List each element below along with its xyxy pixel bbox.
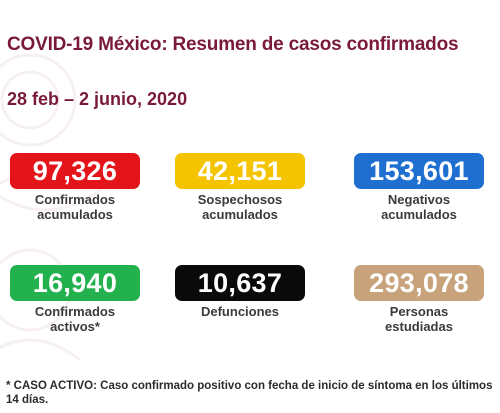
stat-card-personas-estudiadas: 293,078 Personas estudiadas [354, 265, 484, 334]
stat-card-negativos-acumulados: 153,601 Negativos acumulados [354, 153, 484, 222]
stat-label: Personas estudiadas [354, 304, 484, 334]
stat-value: 97,326 [10, 153, 140, 189]
stat-value: 42,151 [175, 153, 305, 189]
stat-label-line: Personas [389, 304, 449, 319]
stat-card-confirmados-acumulados: 97,326 Confirmados acumulados [10, 153, 140, 222]
stat-label: Defunciones [175, 304, 305, 319]
stat-label-line: Defunciones [200, 304, 279, 319]
stat-label: Sospechosos acumulados [175, 192, 305, 222]
footnote: * CASO ACTIVO: Caso confirmado positivo … [6, 380, 493, 406]
stat-value: 16,940 [10, 265, 140, 301]
stat-label: Confirmados activos* [10, 304, 140, 334]
stat-label-line: acumulados [37, 207, 113, 222]
stat-label-line: acumulados [381, 207, 457, 222]
stat-label-line: Confirmados [34, 192, 116, 207]
stat-label-line: Confirmados [34, 304, 116, 319]
page-title: COVID-19 México: Resumen de casos confir… [7, 34, 459, 55]
stat-card-sospechosos-acumulados: 42,151 Sospechosos acumulados [175, 153, 305, 222]
stat-label-line: estudiadas [385, 319, 453, 334]
stat-value: 10,637 [175, 265, 305, 301]
stat-label-line: Sospechosos [197, 192, 283, 207]
stat-card-defunciones: 10,637 Defunciones [175, 265, 305, 319]
stat-value: 293,078 [354, 265, 484, 301]
stat-value: 153,601 [354, 153, 484, 189]
stat-card-confirmados-activos: 16,940 Confirmados activos* [10, 265, 140, 334]
stat-label-line: Negativos [387, 192, 451, 207]
stat-label: Confirmados acumulados [10, 192, 140, 222]
stat-label-line: activos* [50, 319, 100, 334]
stat-label-line: acumulados [202, 207, 278, 222]
stat-label: Negativos acumulados [354, 192, 484, 222]
date-range: 28 feb – 2 junio, 2020 [7, 89, 188, 109]
